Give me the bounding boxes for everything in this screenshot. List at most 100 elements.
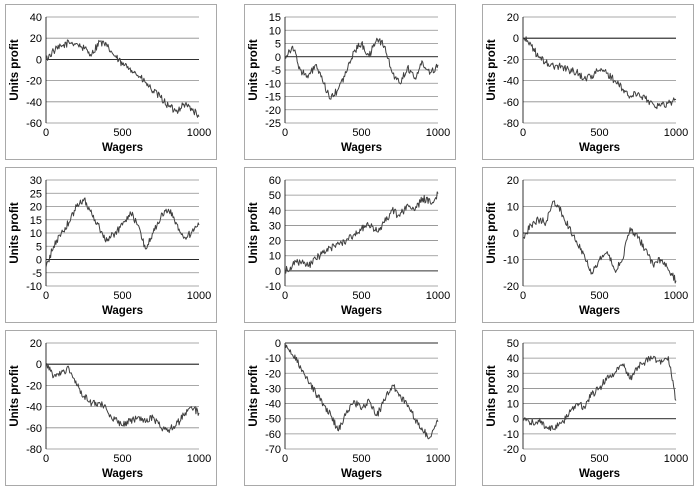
x-tick-label: 0 xyxy=(43,453,49,465)
y-tick-label: -60 xyxy=(265,429,281,441)
x-tick-label: 500 xyxy=(352,290,370,302)
y-tick-label: -25 xyxy=(265,118,281,130)
x-tick-label: 0 xyxy=(520,127,526,139)
x-axis-title: Wagers xyxy=(102,468,143,480)
y-tick-label: -80 xyxy=(503,118,519,130)
y-tick-label: -20 xyxy=(26,380,42,392)
y-tick-label: 30 xyxy=(30,175,42,187)
series-line xyxy=(45,197,200,268)
y-tick-label: -60 xyxy=(26,118,42,130)
y-tick-label: 20 xyxy=(507,175,519,187)
y-axis-title: Units profit xyxy=(486,365,498,426)
series-line xyxy=(284,191,439,274)
x-tick-label: 0 xyxy=(43,290,49,302)
y-axis-title: Units profit xyxy=(486,202,498,263)
y-tick-label: 50 xyxy=(269,190,281,202)
y-tick-label: 0 xyxy=(36,54,42,66)
y-axis-title: Units profit xyxy=(9,39,21,100)
y-tick-label: -10 xyxy=(503,429,519,441)
y-tick-label: 30 xyxy=(269,220,281,232)
x-tick-label: 500 xyxy=(590,290,608,302)
series-line xyxy=(522,355,677,431)
y-tick-label: 25 xyxy=(30,188,42,200)
chart-panel-3: 20 0 -20 -40 -60 -80 0 500 1000 Wagers Units profi… xyxy=(482,4,694,160)
x-tick-label: 500 xyxy=(113,453,131,465)
y-tick-label: 10 xyxy=(269,251,281,263)
series-line xyxy=(284,37,439,100)
x-tick-label: 500 xyxy=(352,127,370,139)
y-tick-label: -80 xyxy=(26,444,42,456)
y-tick-label: -70 xyxy=(265,444,281,456)
y-tick-label: -10 xyxy=(265,353,281,365)
y-tick-label: 0 xyxy=(36,359,42,371)
y-tick-label: -10 xyxy=(503,255,519,267)
y-tick-label: -20 xyxy=(265,368,281,380)
x-tick-label: 1000 xyxy=(187,290,211,302)
y-tick-label: -10 xyxy=(265,78,281,90)
y-tick-label: -40 xyxy=(265,399,281,411)
x-tick-label: 0 xyxy=(520,290,526,302)
x-tick-label: 1000 xyxy=(664,290,688,302)
series-line xyxy=(522,200,677,284)
series-line xyxy=(284,342,439,440)
y-axis-title: Units profit xyxy=(9,365,21,426)
x-tick-label: 500 xyxy=(352,453,370,465)
x-tick-label: 0 xyxy=(520,453,526,465)
y-tick-label: -40 xyxy=(503,76,519,88)
y-tick-label: -5 xyxy=(271,65,281,77)
x-axis-title: Wagers xyxy=(102,305,143,317)
y-tick-label: 0 xyxy=(513,414,519,426)
chart-panel-4: 30 25 20 15 10 5 0 -5 -10 0 500 1000 Wagers Units pro… xyxy=(5,167,217,323)
y-tick-label: 10 xyxy=(507,399,519,411)
x-tick-label: 500 xyxy=(590,453,608,465)
y-tick-label: 20 xyxy=(507,12,519,24)
y-tick-label: -50 xyxy=(265,414,281,426)
y-tick-label: 40 xyxy=(507,353,519,365)
chart-panel-6: 20 10 0 -10 -20 0 500 1000 Wagers Units profit xyxy=(482,167,694,323)
y-tick-label: 0 xyxy=(513,228,519,240)
x-tick-label: 500 xyxy=(113,290,131,302)
y-axis-title: Units profit xyxy=(248,365,260,426)
y-tick-label: 40 xyxy=(30,12,42,24)
y-tick-label: -40 xyxy=(26,97,42,109)
x-tick-label: 1000 xyxy=(664,127,688,139)
x-tick-label: 0 xyxy=(43,127,49,139)
chart-panel-1: 40 20 0 -20 -40 -60 0 500 1000 Wagers Units profit xyxy=(5,4,217,160)
y-tick-label: -20 xyxy=(265,105,281,117)
x-tick-label: 1000 xyxy=(664,453,688,465)
y-tick-label: 20 xyxy=(30,33,42,45)
y-axis-title: Units profit xyxy=(486,39,498,100)
y-tick-label: 10 xyxy=(507,202,519,214)
chart-panel-7: 20 0 -20 -40 -60 -80 0 500 1000 Wagers Units profi… xyxy=(5,330,217,486)
chart-panel-8: 0 -10 -20 -30 -40 -50 -60 -70 0 500 1000 Wagers Unit… xyxy=(244,330,456,486)
y-tick-label: 10 xyxy=(30,228,42,240)
y-tick-label: 20 xyxy=(269,236,281,248)
y-tick-label: -5 xyxy=(32,268,42,280)
y-axis-title: Units profit xyxy=(248,202,260,263)
y-tick-label: 0 xyxy=(275,338,281,350)
x-tick-label: 0 xyxy=(282,127,288,139)
y-tick-label: 0 xyxy=(275,266,281,278)
y-tick-label: -20 xyxy=(503,54,519,66)
x-tick-label: 1000 xyxy=(187,127,211,139)
y-tick-label: -20 xyxy=(26,76,42,88)
y-tick-label: 0 xyxy=(36,255,42,267)
x-tick-label: 1000 xyxy=(426,290,450,302)
y-tick-label: 30 xyxy=(507,368,519,380)
y-tick-label: 40 xyxy=(269,205,281,217)
x-tick-label: 1000 xyxy=(426,453,450,465)
x-axis-title: Wagers xyxy=(102,142,143,154)
chart-panel-2: 15 10 5 0 -5 -10 -15 -20 -25 0 500 1000 Wagers Units … xyxy=(244,4,456,160)
y-tick-label: -60 xyxy=(26,423,42,435)
y-axis-title: Units profit xyxy=(248,39,260,100)
y-tick-label: 5 xyxy=(36,241,42,253)
y-tick-label: 0 xyxy=(275,52,281,64)
y-tick-label: -20 xyxy=(503,444,519,456)
